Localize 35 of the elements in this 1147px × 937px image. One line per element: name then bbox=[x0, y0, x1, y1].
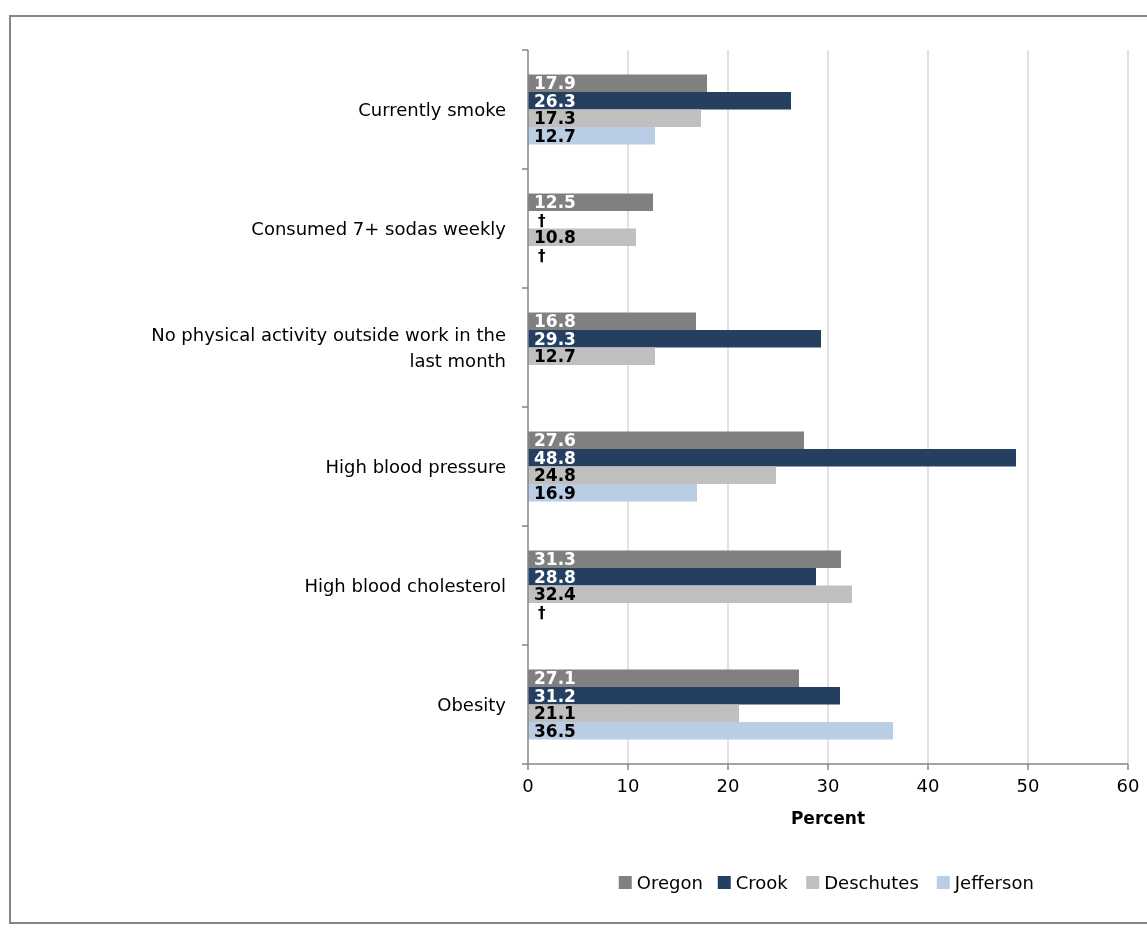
legend-label: Oregon bbox=[636, 872, 703, 893]
x-tick-label: 20 bbox=[716, 775, 740, 796]
data-label: 12.7 bbox=[534, 346, 576, 367]
text: † bbox=[538, 211, 546, 230]
data-label: 10.8 bbox=[534, 227, 576, 248]
bar bbox=[528, 330, 821, 348]
bar bbox=[528, 704, 739, 722]
y-tick-label: Currently smoke bbox=[358, 98, 506, 120]
x-tick-label: 40 bbox=[916, 775, 940, 796]
y-tick-label: No physical activity outside work in the last month bbox=[151, 323, 506, 371]
y-tick-label: Consumed 7+ sodas weekly bbox=[251, 217, 507, 239]
data-label: 12.5 bbox=[534, 192, 576, 213]
text: † bbox=[538, 246, 546, 265]
y-tick-label: High blood cholesterol bbox=[304, 574, 506, 596]
bar bbox=[528, 449, 1016, 467]
bar bbox=[528, 568, 816, 586]
y-tick-label: High blood pressure bbox=[325, 455, 506, 477]
legend-label: Crook bbox=[735, 872, 789, 893]
x-tick-label: 50 bbox=[1016, 775, 1040, 796]
bar bbox=[528, 92, 791, 110]
x-tick-label: 30 bbox=[816, 775, 840, 796]
bar bbox=[528, 585, 852, 603]
bar bbox=[528, 484, 697, 502]
bar bbox=[528, 687, 840, 705]
x-tick-label: 0 bbox=[522, 775, 534, 796]
legend-label: Jefferson bbox=[953, 872, 1034, 893]
bar bbox=[528, 127, 655, 145]
text: † bbox=[538, 603, 546, 622]
y-tick-label: Obesity bbox=[437, 693, 507, 715]
bar bbox=[528, 722, 893, 740]
x-tick-label: 10 bbox=[616, 775, 640, 796]
data-label: 32.4 bbox=[534, 584, 577, 605]
x-tick-label: 60 bbox=[1116, 775, 1140, 796]
legend-label: Deschutes bbox=[824, 872, 919, 893]
x-axis-title: Percent bbox=[790, 808, 866, 828]
